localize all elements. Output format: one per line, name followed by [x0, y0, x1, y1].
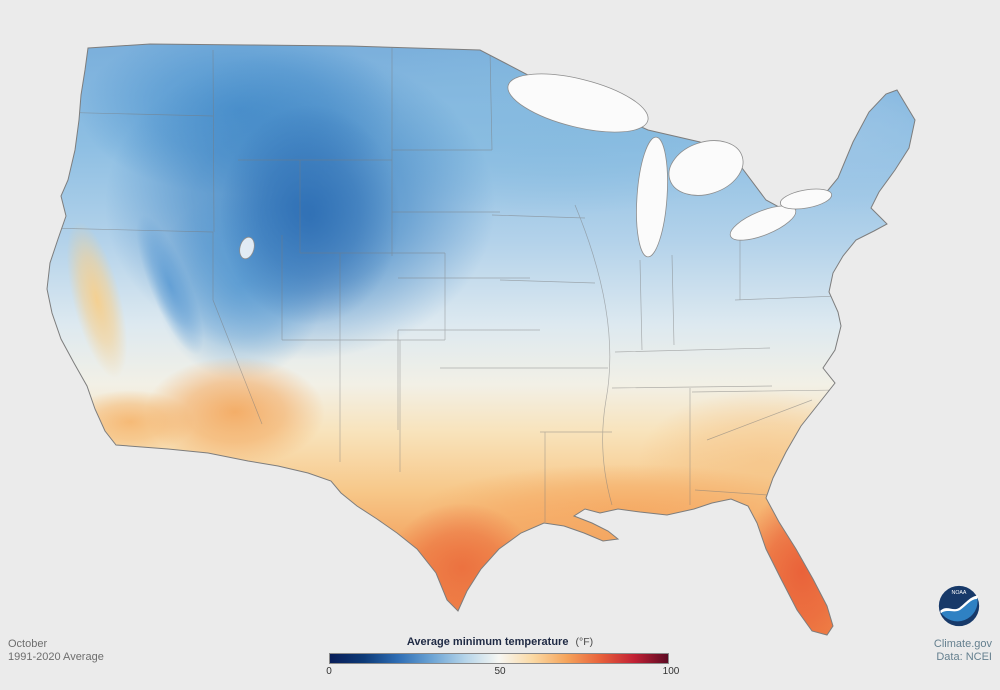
lake-huron-shape	[668, 140, 744, 196]
colorbar-tick-0: 0	[326, 666, 332, 677]
noaa-logo-text: NOAA	[952, 590, 967, 596]
great-salt-lake-shape	[239, 236, 255, 260]
cold-high-rockies-core	[220, 105, 400, 325]
colorbar	[329, 653, 669, 664]
hot-florida-region	[740, 487, 864, 635]
data-source-label: Data: NCEI	[936, 651, 992, 663]
lake-ontario-shape	[779, 188, 833, 210]
noaa-logo-lower-half	[940, 598, 978, 622]
colorbar-tick-50: 50	[494, 666, 506, 677]
temperature-field	[47, 44, 915, 635]
noaa-seagull-icon	[940, 595, 979, 614]
us-outline	[46, 43, 916, 636]
cold-northeast-region	[730, 65, 915, 215]
state-boundaries	[47, 48, 839, 522]
legend-title: Average minimum temperature	[406, 636, 569, 648]
warm-central-valley-region	[66, 222, 128, 378]
lake-erie-shape	[729, 205, 797, 241]
lake-michigan-shape	[636, 136, 668, 258]
colorbar-tick-100: 100	[662, 666, 680, 677]
hot-south-texas-region	[387, 503, 537, 633]
colorbar-wrap: 0 50 100	[326, 653, 679, 679]
map-period-label: 1991-2020 Average	[8, 651, 104, 663]
temperature-legend: Average minimum temperature (°F) 0 50 10…	[326, 636, 679, 679]
legend-title-row: Average minimum temperature (°F)	[329, 636, 671, 649]
legend-unit: (°F)	[575, 636, 594, 648]
noaa-logo: NOAA	[938, 585, 980, 627]
map-credit-block: Climate.gov Data: NCEI	[934, 638, 992, 664]
cold-sierra-nevada-region	[136, 215, 204, 355]
lake-superior-shape	[507, 73, 649, 133]
warm-arizona-region	[145, 357, 325, 467]
map-period-block: October 1991-2020 Average	[8, 638, 104, 664]
map-month-label: October	[8, 638, 48, 650]
credit-label: Climate.gov	[933, 638, 992, 650]
great-lakes	[239, 73, 833, 260]
